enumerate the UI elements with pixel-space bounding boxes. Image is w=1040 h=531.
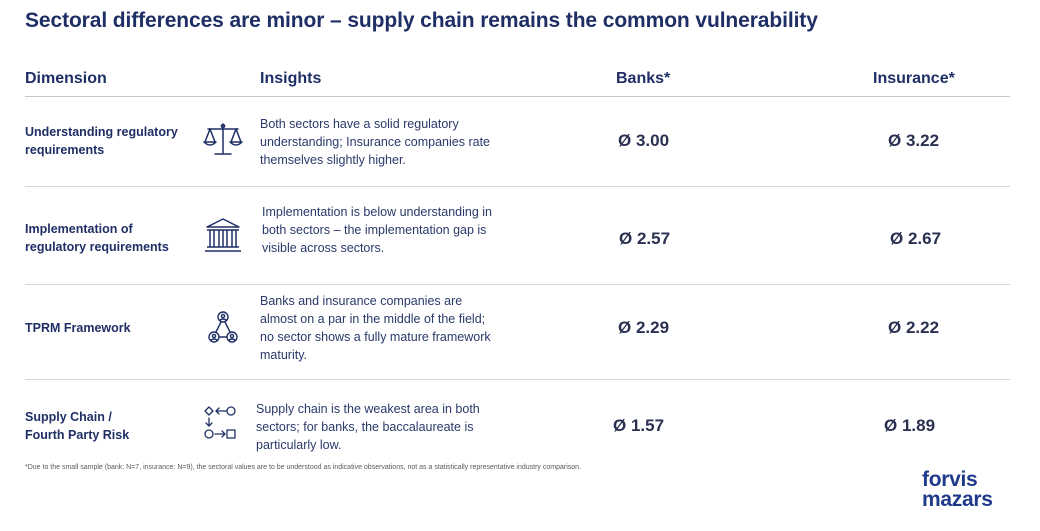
supply-chain-icon: [200, 403, 246, 443]
scales-icon: [200, 120, 246, 160]
dimension-line2: regulatory requirements: [25, 240, 169, 254]
logo-line2: mazars: [922, 488, 993, 511]
banks-value: Ø 2.29: [618, 318, 670, 337]
insurance-value: Ø 1.89: [884, 416, 936, 435]
dimension-line1: Implementation of: [25, 222, 133, 236]
header-insights: Insights: [260, 70, 322, 87]
row-divider: [25, 379, 1010, 380]
insight-text: Implementation is below understanding in…: [262, 205, 492, 255]
dimension-supply-chain: Supply Chain / Fourth Party Risk: [25, 408, 200, 444]
row-divider: [25, 186, 1010, 187]
banks-value: Ø 3.00: [618, 131, 670, 150]
page-title: Sectoral differences are minor – supply …: [25, 9, 818, 32]
forvis-mazars-logo: forvis mazars: [922, 468, 993, 511]
insight-text: Both sectors have a solid regulatory und…: [260, 117, 491, 167]
header-dimension: Dimension: [25, 70, 107, 87]
dimension-understanding: Understanding regulatory requirements: [25, 123, 200, 159]
bank-building-icon: [200, 216, 246, 256]
dimension-line1: TPRM Framework: [25, 321, 131, 335]
dimension-line1: Supply Chain /: [25, 410, 112, 424]
row-divider: [25, 284, 1010, 285]
insurance-value: Ø 2.22: [888, 318, 940, 337]
insurance-value: Ø 3.22: [888, 131, 940, 150]
header-insurance: Insurance*: [873, 70, 955, 87]
footnote: *Due to the small sample (bank: N=7, ins…: [25, 464, 582, 471]
logo-line1: forvis: [922, 468, 978, 491]
header-banks: Banks*: [616, 70, 671, 87]
people-network-icon: [200, 308, 246, 348]
banks-value: Ø 2.57: [619, 229, 671, 248]
dimension-tprm: TPRM Framework: [25, 319, 200, 337]
dimension-line2: Fourth Party Risk: [25, 428, 130, 442]
dimension-implementation: Implementation of regulatory requirement…: [25, 220, 200, 256]
insight-text: Banks and insurance companies are almost…: [260, 294, 491, 362]
dimension-line1: Understanding regulatory: [25, 125, 178, 139]
dimension-line2: requirements: [25, 143, 105, 157]
banks-value: Ø 1.57: [613, 416, 665, 435]
header-divider: [25, 96, 1010, 97]
insight-text: Supply chain is the weakest area in both…: [256, 402, 480, 452]
insurance-value: Ø 2.67: [890, 229, 942, 248]
